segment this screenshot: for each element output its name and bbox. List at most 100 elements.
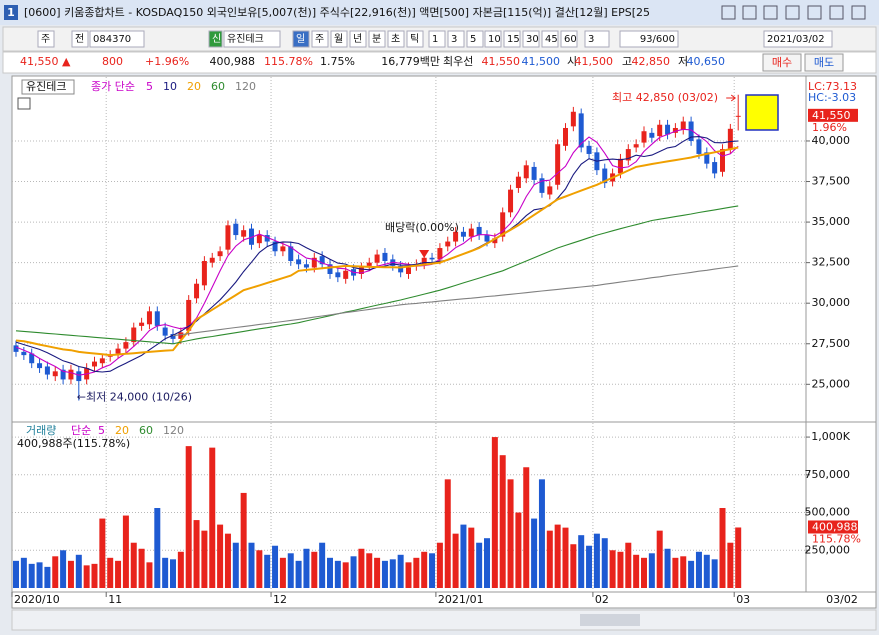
toolbar-button[interactable] <box>503 30 521 48</box>
candle-body <box>570 111 576 127</box>
candle-body <box>178 332 184 339</box>
toolbar-button[interactable] <box>330 30 348 48</box>
icon[interactable] <box>807 5 822 20</box>
toolbar-button[interactable] <box>522 30 540 48</box>
volume-bar <box>20 557 27 588</box>
toolbar-button[interactable] <box>368 30 386 48</box>
candle-body <box>37 363 43 369</box>
order-button[interactable] <box>762 53 802 72</box>
candle-body <box>712 162 718 174</box>
x-tick-label: 11 <box>108 593 122 606</box>
quote-field: 40,650 <box>687 55 726 68</box>
order-label: 매도 <box>814 56 834 69</box>
icon[interactable] <box>851 5 866 20</box>
candle-body <box>531 166 537 180</box>
candle-body <box>555 144 561 185</box>
volume-bar <box>256 550 263 588</box>
volume-bar <box>350 556 357 588</box>
volume-bar <box>28 563 35 588</box>
volume-bar <box>99 518 106 588</box>
toolbar-label: 틱 <box>410 33 419 45</box>
toolbar-button[interactable] <box>208 30 223 48</box>
toolbar-label: 주 <box>41 34 50 45</box>
toolbar-button[interactable] <box>428 30 446 48</box>
quote-field: 저 <box>678 55 688 68</box>
quote-field: 최우선 <box>443 55 473 68</box>
volume-bar <box>695 551 702 588</box>
x-axis-date: 03/02 <box>826 593 858 606</box>
candle-body <box>327 264 333 274</box>
toolbar-button[interactable] <box>541 30 559 48</box>
candle-body <box>209 257 215 263</box>
toolbar-button[interactable] <box>466 30 484 48</box>
toolbar-label: 분 <box>372 33 381 45</box>
volume-box <box>808 520 858 534</box>
quote-field: 800 <box>102 55 123 68</box>
hc-label: HC:-3.03 <box>808 91 856 104</box>
toolbar-button[interactable] <box>447 30 465 48</box>
window-badge <box>4 5 18 20</box>
volume-bar <box>429 553 436 588</box>
x-tick-label: 12 <box>273 593 287 606</box>
icon[interactable] <box>742 5 757 20</box>
y-tick-label: 750,000 <box>805 468 851 481</box>
quote-field: 42,850 <box>632 55 671 68</box>
toolbar-button[interactable] <box>223 30 281 48</box>
y-tick-label: 32,500 <box>812 256 851 269</box>
quote-field: 16,779백만 <box>381 55 440 68</box>
volume-bar <box>405 562 412 588</box>
candle-body <box>123 342 129 349</box>
candle-body <box>241 230 247 237</box>
candle-body <box>578 113 584 148</box>
toolbar-button[interactable] <box>89 30 145 48</box>
icon[interactable] <box>721 5 736 20</box>
toolbar-button[interactable] <box>292 30 310 48</box>
volume-bar <box>319 542 326 588</box>
volume-bar <box>122 515 129 588</box>
volume-bar <box>601 538 608 588</box>
toolbar-button[interactable] <box>484 30 502 48</box>
candle-body <box>374 254 380 263</box>
icon[interactable] <box>785 5 800 20</box>
toolbar-button[interactable] <box>387 30 405 48</box>
toolbar-button[interactable] <box>560 30 578 48</box>
volume-bar <box>138 548 145 588</box>
toolbar-button[interactable] <box>71 30 89 48</box>
icon[interactable] <box>763 5 778 20</box>
toolbar-button[interactable] <box>349 30 367 48</box>
candle-body <box>476 226 482 236</box>
order-button[interactable] <box>804 53 844 72</box>
toolbar-label: 30 <box>526 34 539 45</box>
volume-bar <box>727 542 734 588</box>
volume-bar <box>468 527 475 588</box>
scroll-thumb[interactable] <box>580 614 640 626</box>
table-icon[interactable] <box>17 97 31 110</box>
ma-line <box>15 205 739 345</box>
toolbar-button[interactable] <box>763 30 833 48</box>
toolbar-button[interactable] <box>406 30 424 48</box>
candle-body <box>44 366 50 375</box>
event-marker <box>419 250 430 258</box>
volume-bar <box>719 508 726 588</box>
volume-bar <box>272 545 279 588</box>
toolbar-button[interactable] <box>311 30 329 48</box>
candle-body <box>421 257 427 265</box>
toolbar-label: 10 <box>488 34 501 45</box>
high-annotation: 최고 42,850 (03/02) <box>612 91 718 104</box>
candle-body <box>657 124 663 137</box>
toolbar-button[interactable] <box>37 30 55 48</box>
candle-body <box>523 165 529 179</box>
icon[interactable] <box>829 5 844 20</box>
volume-bar <box>303 548 310 588</box>
toolbar-button[interactable] <box>584 30 610 48</box>
y-tick-label: 1,000K <box>811 430 850 443</box>
toolbar-label: 15 <box>507 34 520 45</box>
title-icons[interactable] <box>721 5 866 20</box>
stock-name: 유진테크 <box>26 80 66 93</box>
volume-bar <box>562 527 569 588</box>
volume-bar <box>217 524 224 588</box>
volume-bar <box>193 520 200 588</box>
scroll-bar[interactable] <box>11 609 877 631</box>
toolbar-button[interactable] <box>619 30 679 48</box>
volume-bar <box>570 544 577 588</box>
